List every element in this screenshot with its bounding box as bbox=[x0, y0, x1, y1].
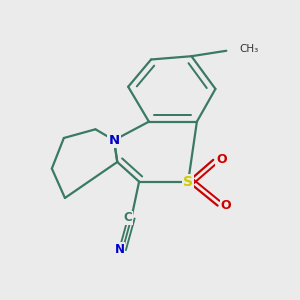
Text: O: O bbox=[216, 153, 227, 166]
Text: S: S bbox=[183, 175, 193, 189]
Text: C: C bbox=[124, 211, 133, 224]
Text: N: N bbox=[115, 243, 124, 256]
Text: N: N bbox=[108, 134, 120, 147]
Text: CH₃: CH₃ bbox=[239, 44, 259, 54]
Text: O: O bbox=[220, 199, 231, 212]
